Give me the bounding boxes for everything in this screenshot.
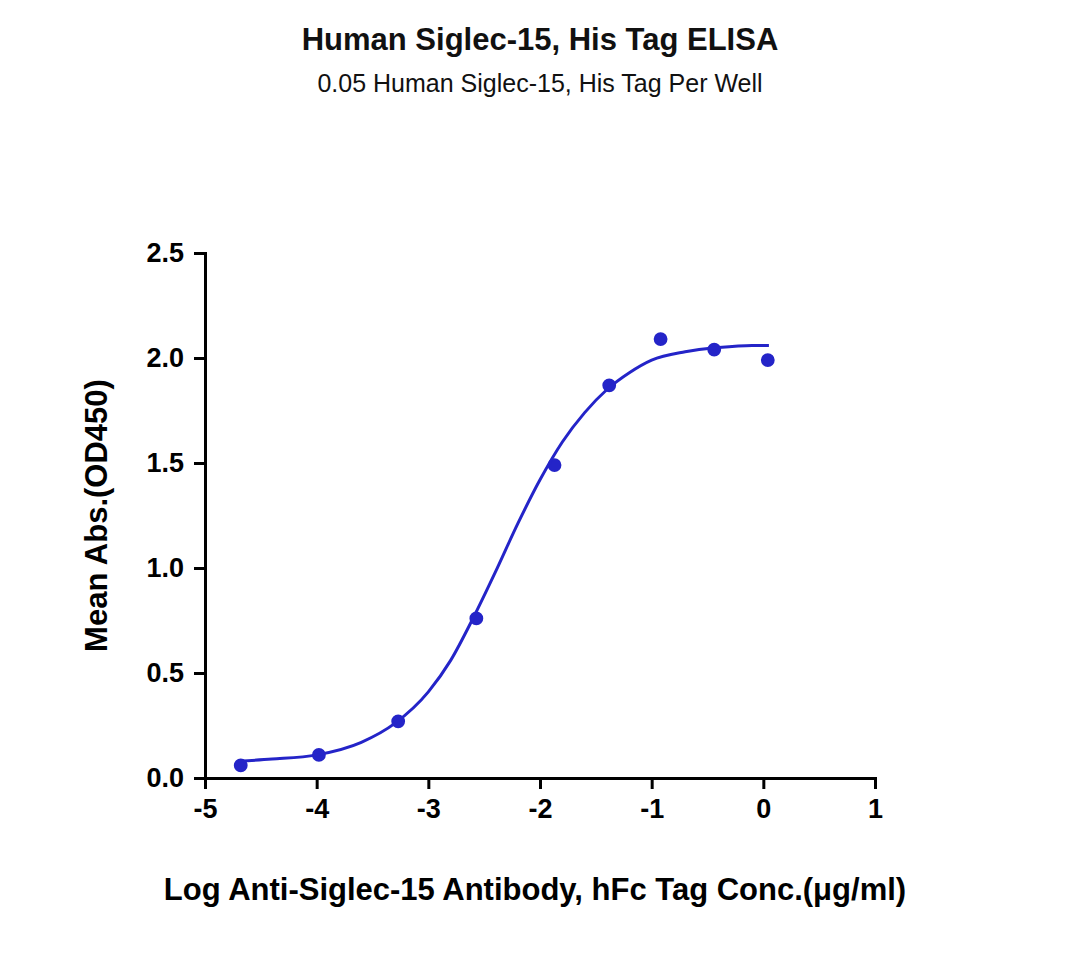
- tick-mark: [874, 778, 877, 789]
- y-axis-title: Mean Abs.(OD450): [79, 379, 114, 652]
- tick: -3: [417, 778, 441, 824]
- tick-label: 1.5: [146, 448, 184, 478]
- tick-mark: [194, 357, 205, 360]
- title: Human Siglec-15, His Tag ELISA: [302, 22, 779, 57]
- tick-label: 2.0: [146, 343, 184, 373]
- y-axis: 0.0 0.5 1.0 1.5 2.0 2.5: [146, 238, 205, 793]
- fit-line: [239, 345, 769, 761]
- tick-mark: [427, 778, 430, 789]
- tick-mark: [539, 778, 542, 789]
- axis-line: [194, 254, 206, 779]
- tick-label: 1.0: [146, 553, 184, 583]
- tick: 2.0: [146, 343, 205, 373]
- tick: 1.5: [146, 448, 205, 478]
- tick: -4: [305, 778, 329, 824]
- tick-label: 1: [868, 794, 883, 824]
- axis-line: [206, 779, 876, 790]
- tick: 0: [756, 778, 771, 824]
- chart: Human Siglec-15, His Tag ELISA 0.05 Human…: [0, 0, 1080, 954]
- tick-mark: [194, 777, 205, 780]
- tick: -5: [193, 778, 217, 824]
- data-point: [654, 332, 668, 346]
- tick: 1: [868, 778, 883, 824]
- tick-label: -5: [193, 794, 217, 824]
- tick-mark: [194, 672, 205, 675]
- tick-label: -4: [305, 794, 329, 824]
- tick: 2.5: [146, 238, 205, 268]
- tick: -2: [528, 778, 552, 824]
- tick: 0.5: [146, 658, 205, 688]
- tick: -1: [640, 778, 664, 824]
- tick-label: -3: [417, 794, 441, 824]
- plot-area: [234, 332, 775, 772]
- tick: 0.0: [146, 763, 205, 793]
- tick-mark: [194, 462, 205, 465]
- tick-mark: [316, 778, 319, 789]
- tick-mark: [651, 778, 654, 789]
- tick-mark: [762, 778, 765, 789]
- tick-mark: [194, 567, 205, 570]
- x-axis-title: Log Anti-Siglec-15 Antibody, hFc Tag Con…: [164, 872, 906, 907]
- tick-label: -1: [640, 794, 664, 824]
- tick-label: 0: [756, 794, 771, 824]
- subtitle: 0.05 Human Siglec-15, His Tag Per Well: [317, 69, 762, 97]
- tick-label: 2.5: [146, 238, 184, 268]
- tick-label: 0.5: [146, 658, 184, 688]
- tick-label: -2: [528, 794, 552, 824]
- tick: 1.0: [146, 553, 205, 583]
- tick-label: 0.0: [146, 763, 184, 793]
- data-point: [761, 353, 775, 367]
- tick-mark: [194, 252, 205, 255]
- x-axis: -5 -4 -3 -2 -1 0 1: [193, 778, 883, 824]
